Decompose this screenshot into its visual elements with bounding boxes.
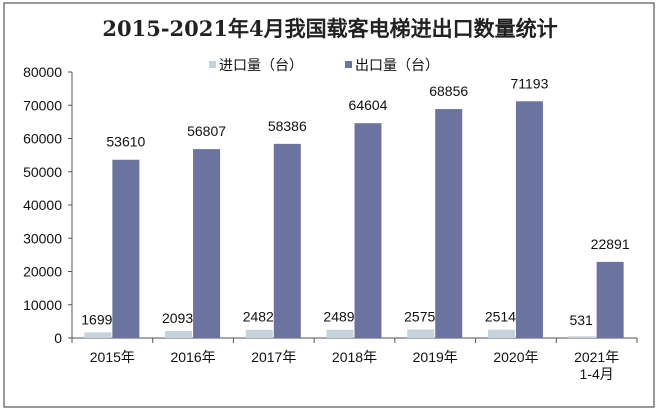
data-label: 64604 — [349, 97, 388, 113]
x-tick-label: 2018年 — [332, 349, 377, 365]
data-label: 2093 — [162, 310, 193, 326]
x-tick-label: 2015年 — [90, 349, 135, 365]
data-label: 56807 — [187, 123, 226, 139]
export-bar — [112, 159, 140, 338]
x-tick-label: 2021年 1-4月 — [574, 349, 619, 382]
chart-border — [3, 2, 655, 408]
export-bar — [273, 143, 301, 338]
data-label: 1699 — [81, 311, 112, 327]
import-bar — [487, 329, 515, 338]
legend-swatch — [209, 61, 216, 68]
data-label: 2575 — [404, 308, 435, 324]
data-label: 68856 — [429, 83, 468, 99]
x-tick-label: 2016年 — [170, 349, 215, 365]
chart-title: 2015-2021年4月我国载客电梯进出口数量统计 — [102, 16, 557, 41]
data-label: 58386 — [268, 118, 307, 134]
y-tick-label: 40000 — [23, 197, 62, 213]
legend-label: 出口量（台） — [355, 58, 439, 74]
data-label: 53610 — [106, 134, 145, 150]
import-bar — [165, 331, 193, 338]
legend-swatch — [345, 61, 352, 68]
export-bar — [354, 123, 382, 338]
x-tick-label: 2019年 — [413, 349, 458, 365]
bars: 1699 2093 2482 2489 2575 2514 531 53610 56807 583… — [81, 75, 630, 339]
import-bar — [84, 332, 112, 338]
y-tick-label: 0 — [54, 330, 62, 346]
legend: 进口量（台） 出口量（台） — [209, 58, 439, 74]
export-bar — [515, 101, 543, 339]
y-tick-label: 50000 — [23, 164, 62, 180]
data-label: 71193 — [510, 75, 548, 91]
data-label: 2514 — [485, 309, 516, 325]
data-label: 2482 — [243, 309, 274, 325]
y-tick-label: 60000 — [23, 131, 62, 147]
x-tick-label: 2017年 — [251, 349, 296, 365]
legend-label: 进口量（台） — [219, 58, 303, 74]
data-label: 531 — [569, 312, 593, 328]
data-label: 2489 — [323, 309, 354, 325]
y-tick-label: 20000 — [23, 264, 62, 280]
y-tick-label: 70000 — [23, 97, 62, 113]
y-tick-label: 10000 — [23, 297, 62, 313]
y-tick-label: 80000 — [23, 64, 62, 80]
export-bar — [435, 109, 463, 338]
export-bar — [193, 149, 221, 338]
import-bar — [245, 329, 273, 338]
y-tick-label: 30000 — [23, 230, 62, 246]
import-bar — [568, 336, 596, 338]
data-label: 22891 — [591, 236, 630, 252]
import-bar — [326, 329, 354, 338]
export-bar — [596, 261, 624, 338]
x-tick-label: 2020年 — [493, 349, 538, 365]
import-bar — [407, 329, 435, 338]
